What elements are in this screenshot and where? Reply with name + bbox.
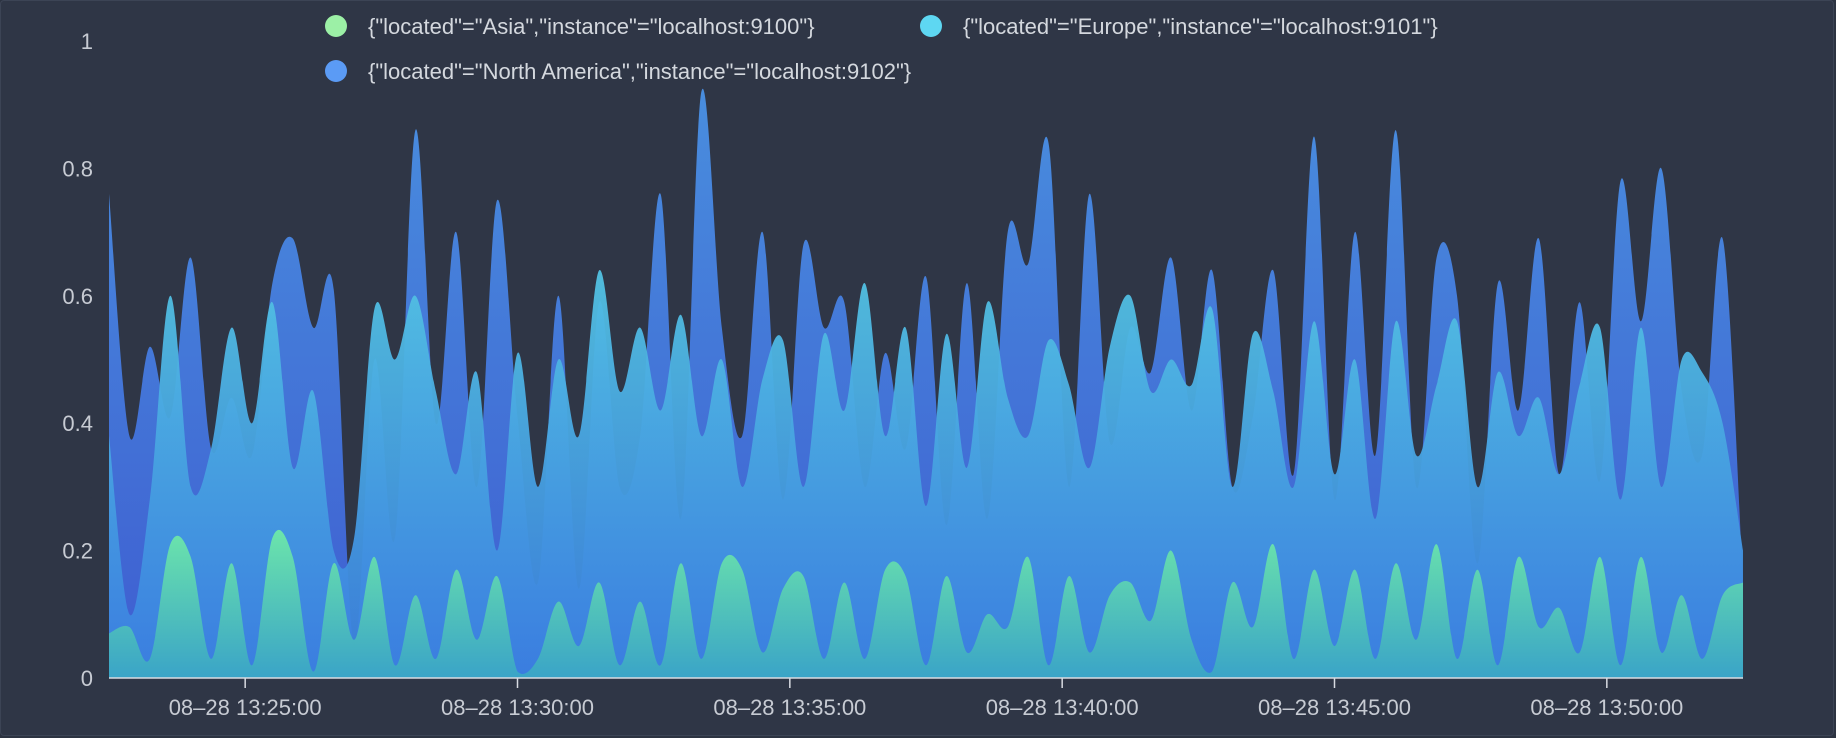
- x-tick-label: 08‒28 13:45:00: [1258, 695, 1411, 720]
- legend-item[interactable]: {"located"="Europe","instance"="localhos…: [920, 14, 1438, 39]
- x-tick-label: 08‒28 13:40:00: [986, 695, 1139, 720]
- x-tick-label: 08‒28 13:30:00: [441, 695, 594, 720]
- series-area-1: [109, 269, 1743, 678]
- x-tick-label: 08‒28 13:35:00: [713, 695, 866, 720]
- legend-marker-icon: [325, 15, 347, 37]
- legend-label: {"located"="Asia","instance"="localhost:…: [368, 14, 815, 39]
- y-tick-label: 0.8: [62, 156, 93, 181]
- y-tick-label: 0.6: [62, 284, 93, 309]
- legend-item[interactable]: {"located"="Asia","instance"="localhost:…: [325, 14, 815, 39]
- legend: {"located"="Asia","instance"="localhost:…: [325, 14, 1438, 84]
- x-tick-label: 08‒28 13:50:00: [1530, 695, 1683, 720]
- y-tick-label: 0: [81, 666, 93, 691]
- y-tick-label: 0.4: [62, 411, 93, 436]
- series-area-0: [109, 529, 1743, 678]
- legend-marker-icon: [325, 60, 347, 82]
- legend-item[interactable]: {"located"="North America","instance"="l…: [325, 59, 911, 84]
- legend-label: {"located"="North America","instance"="l…: [368, 59, 911, 84]
- series-layer: [109, 88, 1743, 679]
- y-tick-label: 1: [81, 29, 93, 54]
- axis-layer: 0 0.2 0.4 0.6 0.8 1 08‒28 13:25:00 08‒28 13:30:…: [62, 29, 1743, 720]
- legend-marker-icon: [920, 15, 942, 37]
- y-tick-label: 0.2: [62, 539, 93, 564]
- x-tick-label: 08‒28 13:25:00: [169, 695, 322, 720]
- legend-label: {"located"="Europe","instance"="localhos…: [963, 14, 1438, 39]
